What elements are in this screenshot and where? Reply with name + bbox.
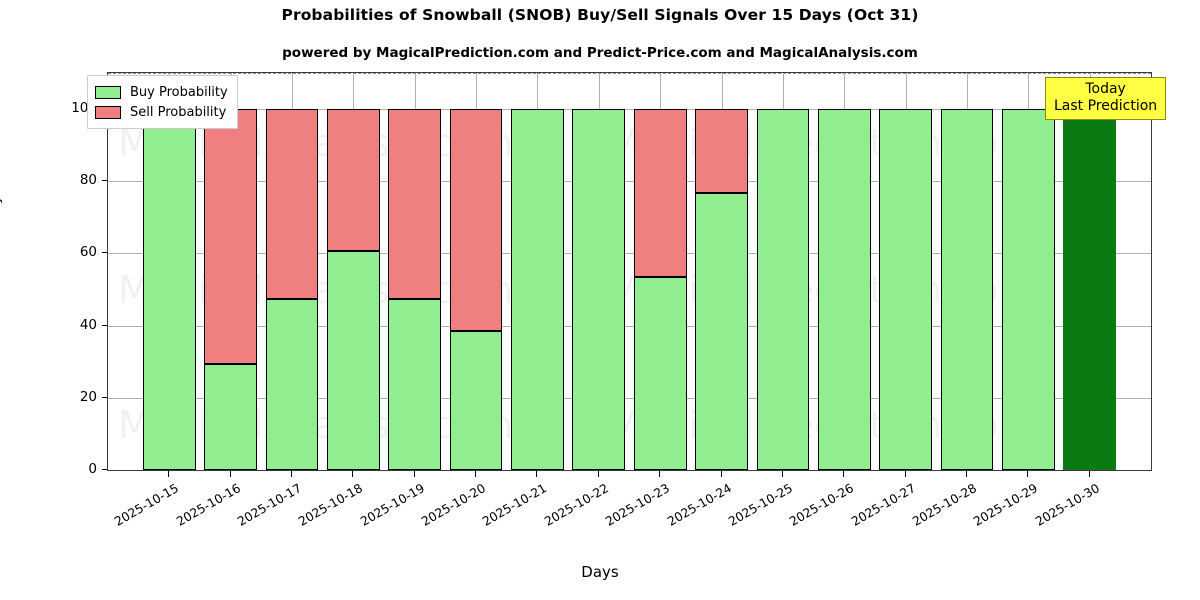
y-tick-label: 80 — [79, 172, 97, 189]
gridline-horizontal — [108, 325, 1151, 327]
chart-title: Probabilities of Snowball (SNOB) Buy/Sel… — [281, 6, 919, 24]
bar[interactable] — [511, 73, 564, 470]
bar[interactable] — [449, 73, 503, 470]
legend-item[interactable]: Sell Probability — [95, 102, 228, 122]
bar-segment-buy — [817, 109, 871, 470]
y-tick-label: 40 — [79, 316, 97, 333]
x-tick-mark — [659, 471, 661, 477]
bar[interactable] — [817, 73, 871, 470]
bar[interactable] — [695, 73, 748, 470]
bar-segment-buy — [633, 276, 687, 470]
bar-segment-buy — [879, 109, 932, 470]
gridline-horizontal — [108, 181, 1151, 183]
bar-segment-sell — [265, 109, 319, 299]
bar-segment-buy — [265, 298, 319, 470]
bar[interactable] — [204, 73, 258, 470]
x-tick-mark — [1027, 471, 1029, 477]
chart-subtitle: powered by MagicalPrediction.com and Pre… — [282, 45, 918, 61]
legend-swatch-buy-icon — [95, 85, 121, 99]
bar[interactable] — [572, 73, 626, 470]
bar-segment-buy — [142, 109, 196, 470]
today-annotation: Today Last Prediction — [1045, 77, 1167, 121]
x-tick-mark — [597, 471, 599, 477]
chart-legend[interactable]: Buy Probability Sell Probability — [87, 75, 238, 129]
y-tick-mark — [102, 469, 107, 470]
bar[interactable] — [388, 73, 442, 470]
bar-segment-sell — [204, 109, 258, 364]
legend-swatch-sell-icon — [95, 105, 121, 119]
y-tick-label: 100 — [71, 100, 97, 117]
bar[interactable] — [1001, 73, 1055, 470]
bar[interactable] — [756, 73, 810, 470]
gridline-horizontal — [108, 253, 1151, 255]
bar-segment-sell — [327, 109, 380, 252]
x-tick-mark — [229, 471, 231, 477]
y-tick-label: 60 — [79, 244, 97, 261]
bar-segment-sell — [388, 109, 442, 299]
y-tick-mark — [102, 396, 107, 398]
today-annotation-line2: Last Prediction — [1054, 98, 1158, 115]
gridline-horizontal — [108, 470, 1151, 471]
bar-segment-buy — [388, 298, 442, 470]
reference-line — [108, 73, 1151, 74]
y-tick-mark — [102, 252, 107, 254]
x-tick-mark — [1088, 471, 1090, 477]
bar-segment-buy — [572, 109, 626, 470]
bar-segment-buy — [511, 109, 564, 470]
bar-segment-sell — [695, 109, 748, 194]
bar-segment-buy — [327, 251, 380, 470]
legend-label: Buy Probability — [130, 84, 228, 100]
bar[interactable] — [879, 73, 932, 470]
bar-segment-buy — [1001, 109, 1055, 470]
legend-item[interactable]: Buy Probability — [95, 82, 228, 102]
x-tick-mark — [965, 471, 967, 477]
x-tick-mark — [475, 471, 477, 477]
bar-segment-buy — [449, 330, 503, 470]
bar[interactable] — [633, 73, 687, 470]
y-tick-mark — [102, 180, 107, 182]
bar-segment-buy — [695, 193, 748, 470]
y-tick-mark — [102, 324, 107, 326]
x-tick-mark — [291, 471, 293, 477]
bar[interactable] — [265, 73, 319, 470]
bar-segment-sell — [633, 109, 687, 277]
y-axis-label: Probability — [0, 195, 3, 272]
bar-segment-sell — [449, 109, 503, 331]
x-axis-label: Days — [581, 563, 619, 581]
y-tick-label: 0 — [88, 461, 97, 477]
bar-segment-buy — [940, 109, 994, 470]
x-tick-mark — [168, 471, 170, 477]
plot-area: MagicalAnalysis.comMagicalPrediction.com… — [107, 72, 1152, 471]
x-tick-mark — [843, 471, 845, 477]
x-tick-mark — [536, 471, 538, 477]
x-tick-mark — [413, 471, 415, 477]
bar-segment-buy — [204, 363, 258, 470]
today-annotation-line1: Today — [1085, 81, 1126, 97]
x-tick-mark — [720, 471, 722, 477]
bar-today[interactable] — [1063, 73, 1116, 470]
x-tick-mark — [904, 471, 906, 477]
gridline-horizontal — [108, 397, 1151, 399]
bar[interactable] — [327, 73, 380, 470]
legend-label: Sell Probability — [130, 104, 227, 120]
gridline-horizontal — [108, 109, 1151, 111]
bar-segment-buy — [756, 109, 810, 470]
y-tick-label: 20 — [79, 388, 97, 405]
bar[interactable] — [142, 73, 196, 470]
bar[interactable] — [940, 73, 994, 470]
x-tick-mark — [352, 471, 354, 477]
x-tick-mark — [781, 471, 783, 477]
bar-segment-today — [1063, 109, 1116, 470]
